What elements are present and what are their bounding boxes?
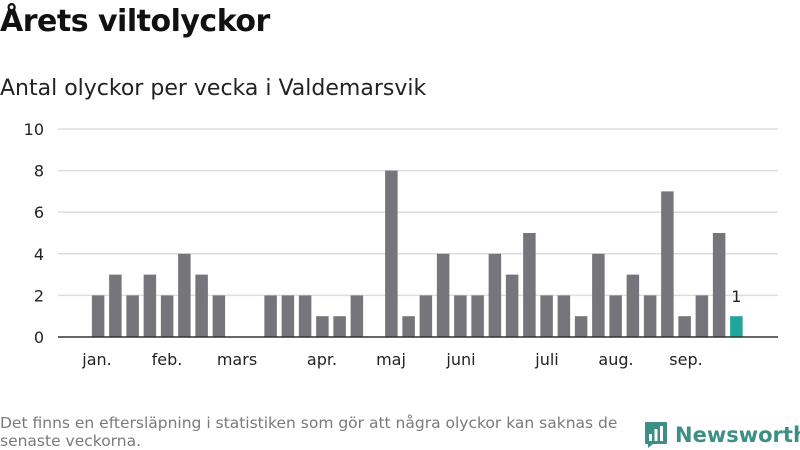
bar (695, 295, 709, 337)
y-tick-label: 2 (34, 286, 44, 305)
bar (143, 274, 157, 337)
bar-chart: 1 0 2 4 6 8 10 jan. feb. mars apr. maj juni juli aug.… (24, 120, 778, 369)
bar (678, 316, 691, 337)
bar (661, 191, 674, 337)
bar (333, 316, 346, 337)
bar (350, 295, 364, 337)
bar (402, 316, 415, 337)
bar (557, 295, 571, 337)
x-tick-label: feb. (152, 350, 183, 369)
bar (178, 253, 191, 337)
bar (643, 295, 657, 337)
brand-name: Newsworthy (675, 423, 800, 447)
bar (592, 253, 605, 337)
bar (109, 274, 122, 337)
bar (419, 295, 433, 337)
x-tick-label: jan. (81, 350, 111, 369)
bar (91, 295, 105, 337)
bar (264, 295, 277, 337)
y-tick-label: 8 (34, 162, 44, 181)
bar (540, 295, 553, 337)
y-tick-label: 6 (34, 203, 44, 222)
x-tick-label: maj (376, 350, 406, 369)
grid-lines (58, 128, 778, 297)
bar (212, 295, 226, 337)
bar-chart-logo-icon (645, 422, 667, 448)
footnote: Det finns en eftersläpning i statistiken… (0, 414, 618, 450)
bar (160, 295, 174, 337)
bar (126, 295, 139, 337)
bar-data-label: 1 (731, 287, 741, 306)
highlighted-bar (730, 316, 743, 337)
y-tick-label: 4 (34, 245, 44, 264)
x-tick-label: aug. (598, 350, 633, 369)
bar (712, 233, 726, 337)
bar (385, 170, 398, 337)
bar (316, 316, 329, 337)
bar (574, 316, 588, 337)
newsworthy-brand[interactable]: Newsworthy (644, 420, 800, 450)
x-tick-label: apr. (307, 350, 337, 369)
chart-title: Årets viltolyckor (0, 4, 270, 39)
x-tick-label: mars (217, 350, 257, 369)
bar (626, 274, 640, 337)
bar (523, 233, 536, 337)
bar (488, 253, 502, 337)
x-tick-label: juni (445, 350, 475, 369)
x-tick-label: sep. (669, 350, 702, 369)
bar (454, 295, 467, 337)
chart-subtitle: Antal olyckor per vecka i Valdemarsvik (0, 76, 427, 101)
bar (436, 253, 450, 337)
bar (195, 274, 208, 337)
bars: 1 (91, 170, 743, 337)
bar (281, 295, 295, 337)
bar (505, 274, 519, 337)
y-tick-label: 0 (34, 328, 44, 347)
bar (471, 295, 484, 337)
y-tick-label: 10 (24, 120, 44, 139)
bar (609, 295, 622, 337)
bar (298, 295, 312, 337)
axes: 0 2 4 6 8 10 jan. feb. mars apr. maj juni juli aug. se… (24, 120, 778, 369)
x-tick-label: juli (534, 350, 558, 369)
